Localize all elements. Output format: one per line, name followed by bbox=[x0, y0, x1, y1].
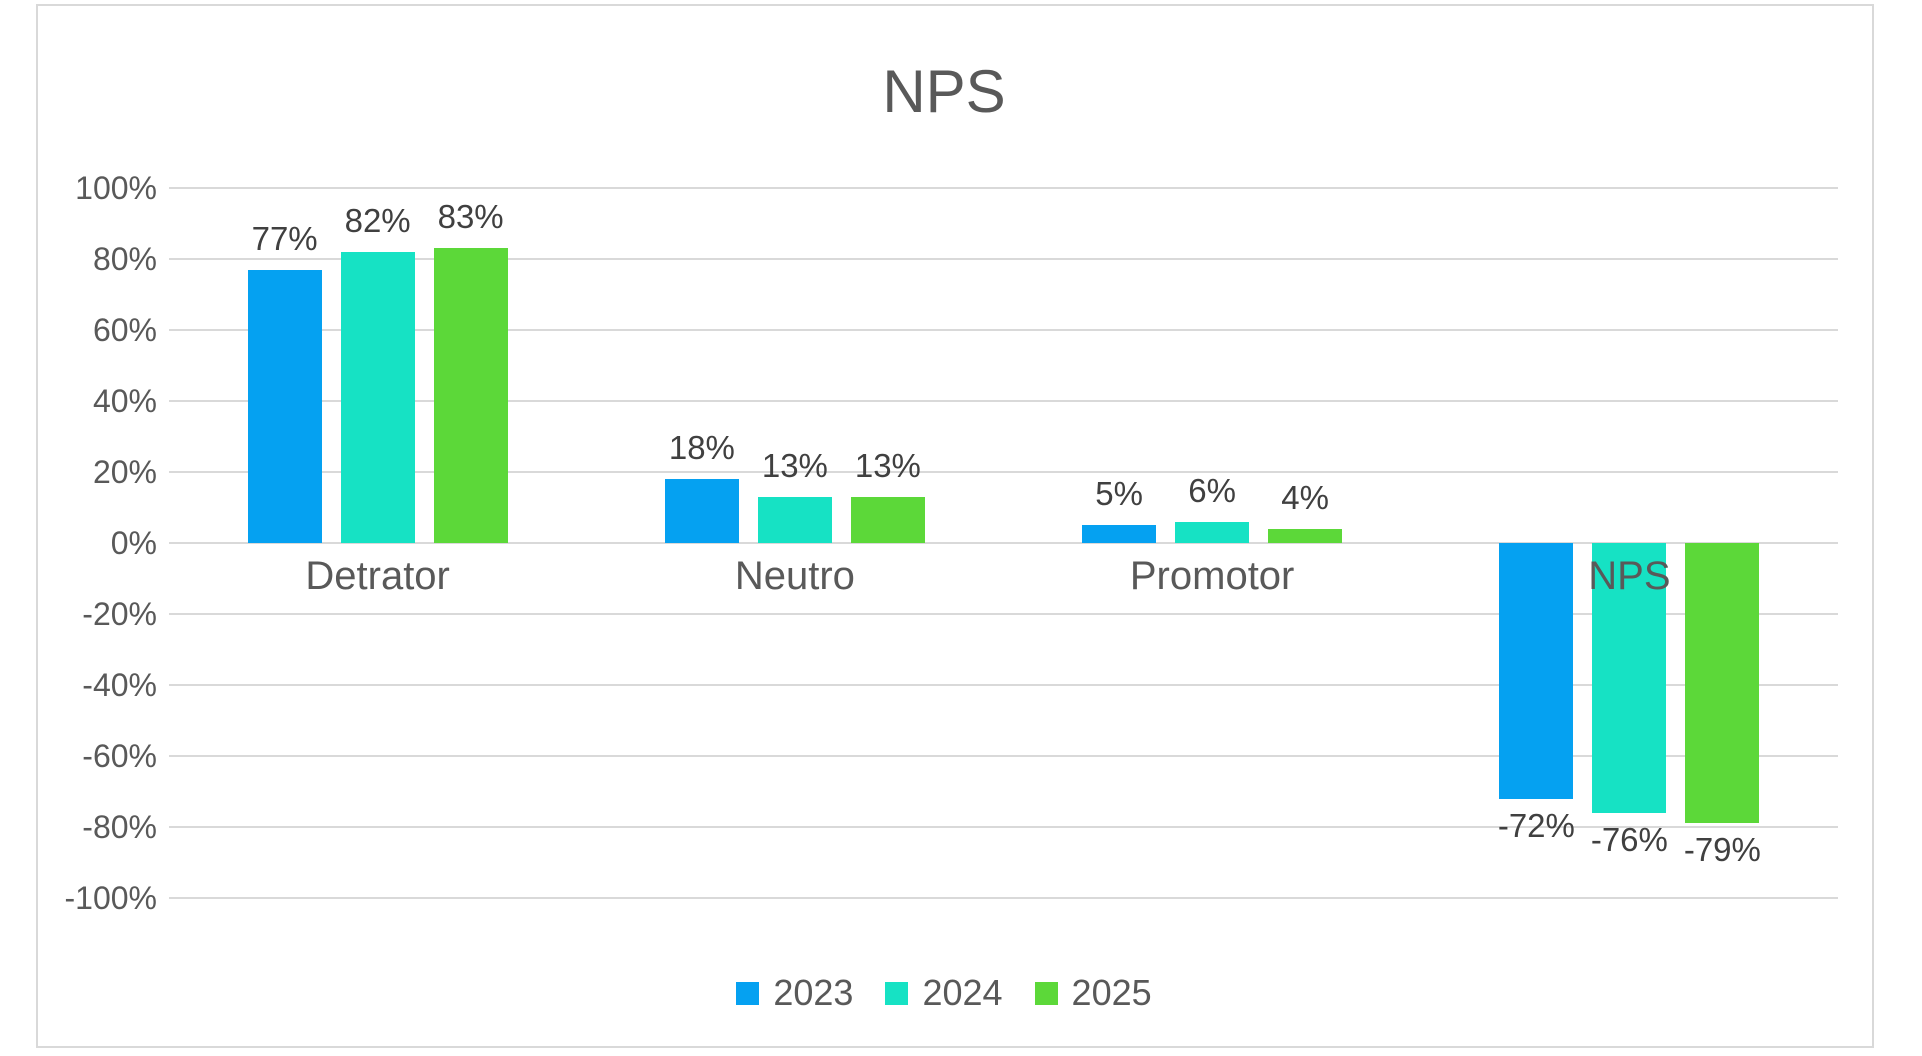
y-axis-label: 60% bbox=[92, 312, 157, 348]
gridline bbox=[169, 755, 1838, 757]
y-axis-label: 0% bbox=[110, 525, 157, 561]
legend-item-2023: 2023 bbox=[736, 972, 853, 1014]
category-label-detrator: Detrator bbox=[305, 554, 450, 598]
gridline bbox=[169, 897, 1838, 899]
y-axis-label: -100% bbox=[64, 880, 158, 916]
y-axis-label: 80% bbox=[92, 241, 157, 277]
data-label: 77% bbox=[251, 219, 318, 257]
legend-label: 2025 bbox=[1071, 972, 1152, 1013]
data-label: 13% bbox=[854, 446, 921, 484]
data-label: 83% bbox=[437, 198, 504, 236]
gridline bbox=[169, 400, 1838, 402]
data-label: 18% bbox=[668, 429, 735, 467]
legend-swatch-icon bbox=[885, 981, 909, 1005]
gridline bbox=[169, 826, 1838, 828]
data-label: 4% bbox=[1281, 478, 1329, 516]
bar-2025-nps bbox=[1685, 543, 1760, 824]
legend-item-2025: 2025 bbox=[1034, 972, 1152, 1014]
bar-2024-neutro bbox=[757, 496, 832, 543]
bar-2023-neutro bbox=[664, 479, 739, 543]
gridline bbox=[169, 329, 1838, 331]
bar-2025-promotor bbox=[1268, 528, 1343, 543]
gridline bbox=[169, 542, 1838, 544]
data-label: 13% bbox=[761, 446, 828, 484]
legend-item-2024: 2024 bbox=[885, 972, 1003, 1014]
gridline bbox=[169, 187, 1838, 189]
y-axis-label: -40% bbox=[82, 667, 157, 703]
bar-2025-neutro bbox=[850, 496, 925, 543]
legend-label: 2024 bbox=[922, 972, 1003, 1013]
legend-label: 2023 bbox=[773, 972, 854, 1013]
legend-swatch-icon bbox=[1034, 981, 1058, 1005]
y-axis-label: -60% bbox=[82, 738, 157, 774]
data-label: 6% bbox=[1188, 471, 1236, 509]
gridline bbox=[169, 613, 1838, 615]
chart-legend: 2023 2024 2025 bbox=[0, 972, 1888, 1014]
bar-2023-nps bbox=[1499, 543, 1574, 799]
bar-2024-nps bbox=[1592, 543, 1667, 813]
gridline bbox=[169, 471, 1838, 473]
y-axis-label: -80% bbox=[82, 809, 157, 845]
chart-title: NPS bbox=[882, 58, 1006, 125]
legend-swatch-icon bbox=[736, 981, 760, 1005]
bar-2023-promotor bbox=[1082, 525, 1157, 543]
data-label: -79% bbox=[1683, 831, 1761, 869]
gridline bbox=[169, 684, 1838, 686]
data-label: -76% bbox=[1590, 820, 1668, 858]
category-label-promotor: Promotor bbox=[1129, 554, 1295, 598]
data-label: 5% bbox=[1095, 475, 1143, 513]
y-axis-label: -20% bbox=[82, 596, 157, 632]
bar-2023-detrator bbox=[247, 269, 322, 543]
bar-2024-promotor bbox=[1175, 521, 1250, 543]
y-axis-label: 100% bbox=[75, 170, 157, 206]
y-axis-label: 40% bbox=[92, 383, 157, 419]
category-label-neutro: Neutro bbox=[734, 554, 855, 598]
data-label: -72% bbox=[1497, 806, 1575, 844]
gridline bbox=[169, 258, 1838, 260]
data-label: 82% bbox=[344, 201, 411, 239]
y-axis-label: 20% bbox=[92, 454, 157, 490]
bar-2025-detrator bbox=[433, 248, 508, 543]
category-label-nps: NPS bbox=[1588, 554, 1671, 598]
bar-2024-detrator bbox=[340, 251, 415, 543]
